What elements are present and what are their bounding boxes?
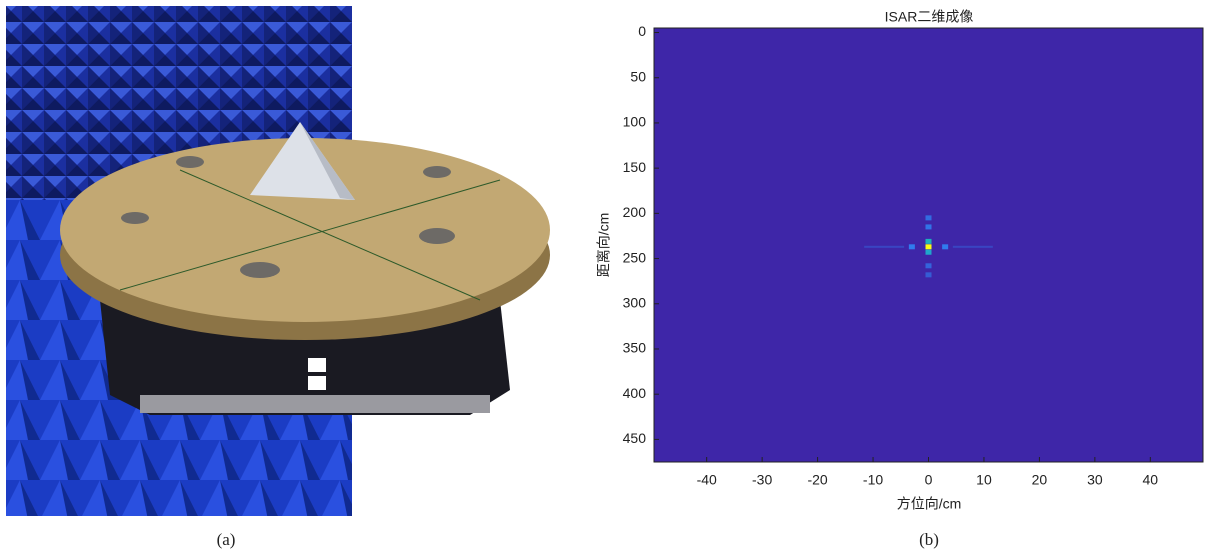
heatmap-cell: [926, 244, 932, 249]
y-tick-label: 400: [623, 385, 647, 401]
x-tick-label: 40: [1143, 472, 1159, 488]
x-tick-label: 0: [925, 472, 933, 488]
heatmap-cell: [942, 244, 948, 249]
heatmap-cell: [864, 246, 904, 248]
x-tick-label: 10: [976, 472, 992, 488]
y-tick-label: 150: [623, 159, 647, 175]
heatmap-cell: [926, 239, 932, 244]
heatmap-cell: [926, 263, 932, 268]
chart-title: ISAR二维成像: [885, 9, 974, 25]
x-tick-label: -30: [752, 472, 772, 488]
y-tick-label: 200: [623, 204, 647, 220]
x-tick-label: -20: [807, 472, 827, 488]
page: (a) (b) ISAR二维成像 方位向/cm 距离向/cm -40 -30 -20…: [0, 0, 1208, 553]
heatmap-cell: [926, 224, 932, 229]
caption: (b): [919, 530, 939, 549]
y-tick-label: 350: [623, 340, 647, 356]
heatmap-cell: [926, 272, 932, 277]
x-tick-label: -10: [863, 472, 883, 488]
y-tick-label: 250: [623, 249, 647, 265]
x-tick-label: -40: [697, 472, 717, 488]
y-tick-label: 0: [638, 23, 646, 39]
heatmap-cell: [909, 244, 915, 249]
heatmap-cell: [926, 250, 932, 255]
y-tick-label: 300: [623, 294, 647, 310]
x-tick-label: 30: [1087, 472, 1103, 488]
caption: (a): [217, 530, 236, 549]
x-axis-label: 方位向/cm: [897, 496, 962, 512]
y-tick-label: 50: [630, 68, 646, 84]
y-tick-label: 450: [623, 430, 647, 446]
x-tick-label: 20: [1032, 472, 1048, 488]
photo: [6, 6, 550, 516]
y-axis-label: 距离向/cm: [596, 213, 612, 278]
heatmap-cell: [926, 215, 932, 220]
figure: (a) (b) ISAR二维成像 方位向/cm 距离向/cm -40 -30 -20…: [0, 0, 1208, 553]
heatmap-cell: [953, 246, 993, 248]
y-tick-label: 100: [623, 114, 647, 130]
